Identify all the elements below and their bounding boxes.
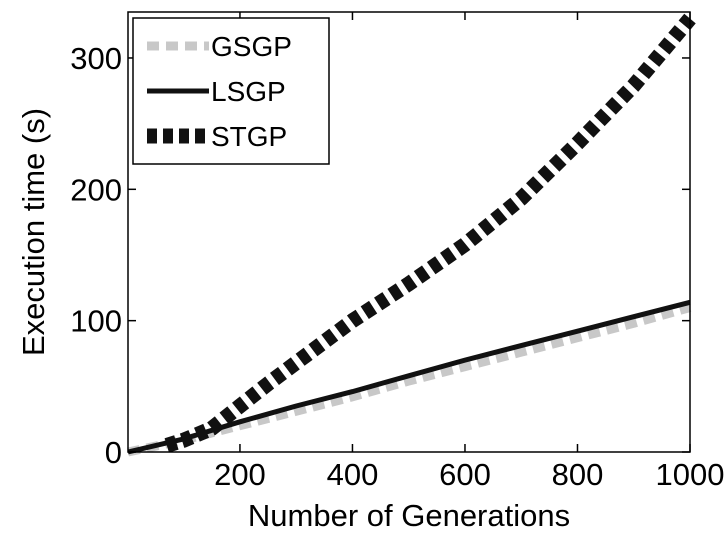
series-line-stgp: [164, 13, 696, 453]
y-tick-label: 100: [70, 304, 122, 339]
x-tick-label: 1000: [656, 457, 725, 492]
x-tick-label: 200: [214, 457, 266, 492]
legend: GSGP LSGP STGP: [132, 17, 330, 165]
x-tick-label: 600: [439, 457, 491, 492]
y-axis-label: Execution time (s): [16, 108, 51, 356]
legend-label-stgp: STGP: [211, 121, 287, 152]
legend-label-gsgp: GSGP: [211, 31, 292, 62]
tick-labels: 200 400 600 800 1000 0 100 200 300: [70, 41, 724, 492]
series-line-gsgp: [127, 303, 692, 457]
x-tick-label: 400: [327, 457, 379, 492]
y-tick-label: 300: [70, 41, 122, 76]
axis-ticks: [128, 12, 691, 453]
plot-lines: [127, 13, 696, 457]
y-tick-label: 0: [105, 435, 122, 470]
x-axis-label: Number of Generations: [248, 498, 570, 532]
plot-frame: [127, 11, 691, 453]
x-tick-label: 800: [552, 457, 604, 492]
y-tick-label: 200: [70, 172, 122, 207]
legend-label-lsgp: LSGP: [211, 76, 286, 107]
